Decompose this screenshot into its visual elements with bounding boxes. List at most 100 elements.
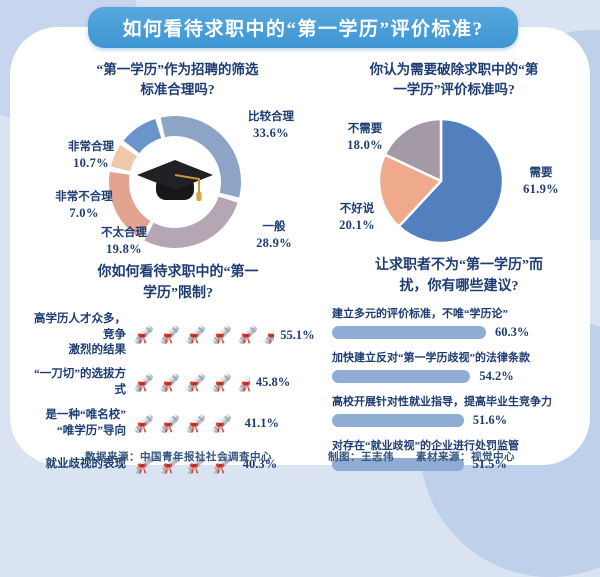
- segment-value: 10.7%: [73, 155, 109, 170]
- pictograph-row: 高学历人才众多，竞争 激烈的结果 55.1%: [32, 312, 324, 359]
- segment-label: 非常不合理: [55, 191, 113, 203]
- pie-chart: [366, 106, 516, 256]
- diploma-scroll-icon: [160, 454, 179, 474]
- bar-label: 高校开展针对性就业指导，提高毕业生竞争力: [332, 396, 552, 408]
- pictograph-row-icons: [132, 371, 250, 395]
- donut-label-yiban: 一般 28.9%: [232, 220, 316, 251]
- bar-label: 建立多元的评价标准，不唯“学历论”: [332, 308, 508, 320]
- diploma-scroll-icon: [160, 325, 179, 345]
- bar-fill: [332, 414, 464, 427]
- footer-material-source: 素材来源：视觉中心: [416, 452, 515, 463]
- bar-item: 建立多元的评价标准，不唯“学历论” 60.3%: [332, 305, 594, 340]
- segment-value: 28.9%: [256, 235, 292, 250]
- pictograph-row-label: 是一种“唯名校” “唯学历”导向: [45, 409, 127, 437]
- donut-chart: [95, 102, 255, 262]
- pictograph-title: 你如何看待求职中的“第一 学历”限制?: [32, 262, 324, 304]
- diploma-scroll-icon: [238, 372, 250, 392]
- pie-chart-title: 你认为需要破除求职中的“第 一学历”评价标准吗?: [318, 60, 590, 101]
- pictograph-rows: 高学历人才众多，竞争 激烈的结果 55.1% “一刀切”的选拔方式 45.8% 是一种“唯…: [32, 312, 324, 489]
- bar-fill: [332, 458, 464, 471]
- donut-segment-一般: [144, 196, 238, 248]
- pictograph-row: “一刀切”的选拔方式 45.8%: [32, 366, 324, 400]
- diploma-scroll-icon: [264, 325, 275, 345]
- diploma-scroll-icon: [212, 454, 231, 474]
- donut-segment-非常合理: [123, 119, 162, 154]
- segment-label: 不需要: [347, 123, 383, 135]
- pictograph-row-label: 高学历人才众多，竞争 激烈的结果: [34, 313, 126, 357]
- segment-value: 33.6%: [253, 125, 289, 140]
- pictograph-row-value: 45.8%: [255, 375, 291, 390]
- pie-chart-section: 你认为需要破除求职中的“第 一学历”评价标准吗? 不需要 18.0% 不好说 2…: [318, 60, 590, 260]
- donut-title-line1: “第一学历”作为招聘的筛选: [96, 62, 259, 77]
- pictograph-row-value: 41.1%: [244, 416, 279, 431]
- pie-slice-不好说: [377, 153, 443, 228]
- segment-label: 非常合理: [68, 141, 114, 153]
- bar-value: 60.3%: [495, 325, 530, 339]
- pie-title-line2: 一学历”评价标准吗?: [393, 82, 515, 98]
- pie-title-line1: 你认为需要破除求职中的“第: [369, 62, 539, 77]
- diploma-scroll-icon: [160, 413, 179, 433]
- donut-label-butai-heli: 不太合理 19.8%: [78, 226, 170, 257]
- pictograph-row: 是一种“唯名校” “唯学历”导向 41.1%: [32, 407, 324, 441]
- footer-data-source: 数据来源：中国青年报社社会调查中心: [85, 452, 272, 463]
- bar-item: 对存在“就业歧视”的企业进行处罚监管 51.5%: [332, 437, 594, 472]
- pie-label-buhaoshuo: 不好说 20.1%: [316, 202, 398, 233]
- footer-author: 制图：王志伟: [328, 452, 394, 463]
- pictograph-row-label: 就业歧视的表现: [45, 457, 127, 470]
- segment-value: 20.1%: [339, 217, 375, 232]
- diploma-scroll-icon: [212, 325, 231, 345]
- content-card: [10, 27, 590, 465]
- pie-slice-不需要: [383, 117, 443, 183]
- segment-label: 不太合理: [101, 227, 147, 239]
- bar-row: 60.3%: [332, 325, 594, 340]
- bar-fill: [332, 326, 486, 339]
- pictograph-row-icons: [132, 453, 237, 477]
- bar-chart-title: 让求职者不为“第一学历”而 扰，你有哪些建议?: [328, 255, 590, 297]
- donut-label-bijiao-heli: 比较合理 33.6%: [228, 110, 314, 141]
- diploma-scroll-icon: [134, 372, 153, 392]
- graduation-cap-icon: [137, 160, 213, 201]
- bar-value: 54.2%: [479, 369, 514, 383]
- diploma-scroll-icon: [134, 325, 153, 345]
- diploma-scroll-icon: [134, 413, 153, 433]
- pictograph-row-value: 55.1%: [280, 327, 315, 342]
- bar-row: 54.2%: [332, 369, 594, 384]
- pictograph-row-value: 40.3%: [242, 457, 278, 472]
- pictograph-title-line1: 你如何看待求职中的“第一: [97, 265, 259, 280]
- pictograph-row-icons: [132, 412, 239, 436]
- bar-value: 51.6%: [472, 413, 508, 427]
- bar-chart-items: 建立多元的评价标准，不唯“学历论” 60.3% 加快建立反对“第一学历歧视”的法律条…: [332, 305, 594, 481]
- segment-label: 一般: [262, 221, 286, 233]
- pictograph-row-label: “一刀切”的选拔方式: [34, 368, 126, 396]
- donut-chart-section: “第一学历”作为招聘的筛选 标准合理吗? 比较合理 33.6% 一般 28.9%…: [40, 60, 315, 260]
- pictograph-row: 就业歧视的表现 40.3%: [32, 448, 324, 482]
- pictograph-section: 你如何看待求职中的“第一 学历”限制? 高学历人才众多，竞争 激烈的结果 55.1%…: [32, 262, 324, 474]
- diploma-scroll-icon: [186, 413, 205, 433]
- diploma-scroll-icon: [212, 413, 231, 433]
- donut-label-feichang-heli: 非常合理 10.7%: [48, 140, 134, 171]
- pie-label-xuyao: 需要 61.9%: [504, 166, 578, 197]
- bar-value: 51.5%: [472, 457, 507, 471]
- diploma-scroll-icon: [134, 454, 153, 474]
- pie-slice-需要: [397, 117, 505, 245]
- diploma-scroll-icon: [212, 372, 231, 392]
- page-title: 如何看待求职中的“第一学历”评价标准?: [88, 7, 518, 48]
- donut-segment-不太合理: [109, 171, 151, 238]
- bar-title-line2: 扰，你有哪些建议?: [399, 279, 519, 294]
- pie-svg: [377, 117, 505, 245]
- bar-row: 51.5%: [332, 457, 594, 472]
- segment-label: 需要: [529, 167, 553, 179]
- pie-label-buxuyao: 不需要 18.0%: [324, 122, 406, 153]
- donut-segment-非常不合理: [110, 145, 138, 172]
- footer: 数据来源：中国青年报社社会调查中心 制图：王志伟 素材来源：视觉中心: [0, 449, 600, 464]
- bar-label: 加快建立反对“第一学历歧视”的法律条款: [332, 352, 530, 364]
- bar-fill: [332, 370, 471, 383]
- bar-title-line1: 让求职者不为“第一学历”而: [375, 258, 543, 273]
- bar-label: 对存在“就业歧视”的企业进行处罚监管: [332, 440, 519, 452]
- bar-row: 51.6%: [332, 413, 594, 428]
- diploma-scroll-icon: [186, 325, 205, 345]
- diploma-scroll-icon: [186, 372, 205, 392]
- segment-value: 7.0%: [69, 205, 99, 220]
- donut-chart-title: “第一学历”作为招聘的筛选 标准合理吗?: [40, 60, 315, 101]
- pictograph-row-icons: [132, 323, 275, 347]
